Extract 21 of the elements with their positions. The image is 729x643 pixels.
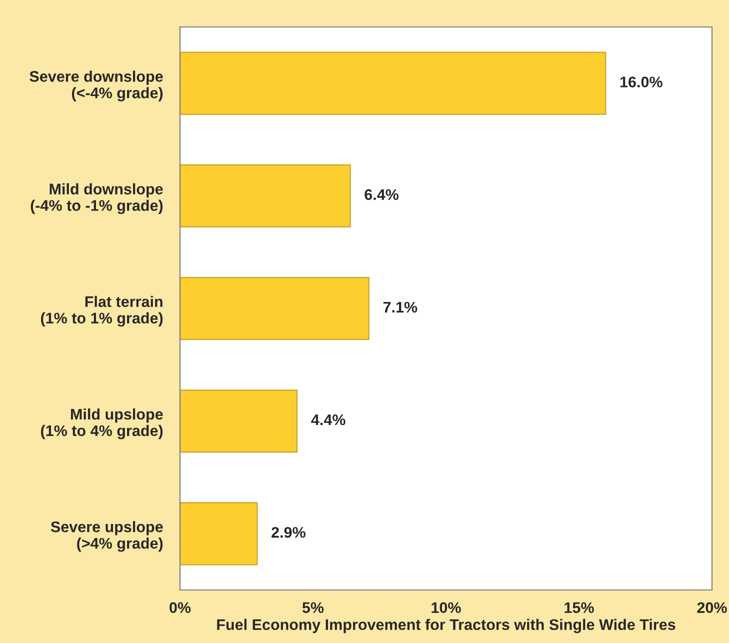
- x-tick-label: 0%: [170, 602, 191, 614]
- y-tick-label: Flat terrain (1% to 1% grade): [41, 296, 163, 327]
- bar: [180, 276, 370, 340]
- bar: [180, 52, 606, 115]
- data-label: 6.4%: [364, 189, 399, 200]
- data-label: 4.4%: [311, 414, 346, 426]
- y-tick-label: Mild downslope (-4% to -1% grade): [30, 183, 163, 214]
- x-tick-label: 10%: [432, 602, 461, 614]
- y-tick-label: Mild upslope (1% to 4% grade): [41, 408, 163, 440]
- x-tick-label: 20%: [697, 602, 727, 614]
- x-tick-label: 5%: [302, 602, 324, 614]
- y-tick-label: Severe downslope (<-4% grade): [30, 70, 163, 102]
- data-label: 16.0%: [620, 76, 662, 88]
- bar: [180, 164, 351, 228]
- bar: [180, 502, 258, 566]
- x-axis-title: Fuel Economy Improvement for Tractors with Single Wide Tires: [217, 618, 676, 634]
- data-label: 7.1%: [383, 302, 418, 313]
- x-tick-label: 15%: [564, 602, 594, 614]
- y-tick-label: Severe upslope (>4% grade): [50, 521, 163, 552]
- data-label: 2.9%: [272, 526, 306, 538]
- bar: [180, 390, 298, 453]
